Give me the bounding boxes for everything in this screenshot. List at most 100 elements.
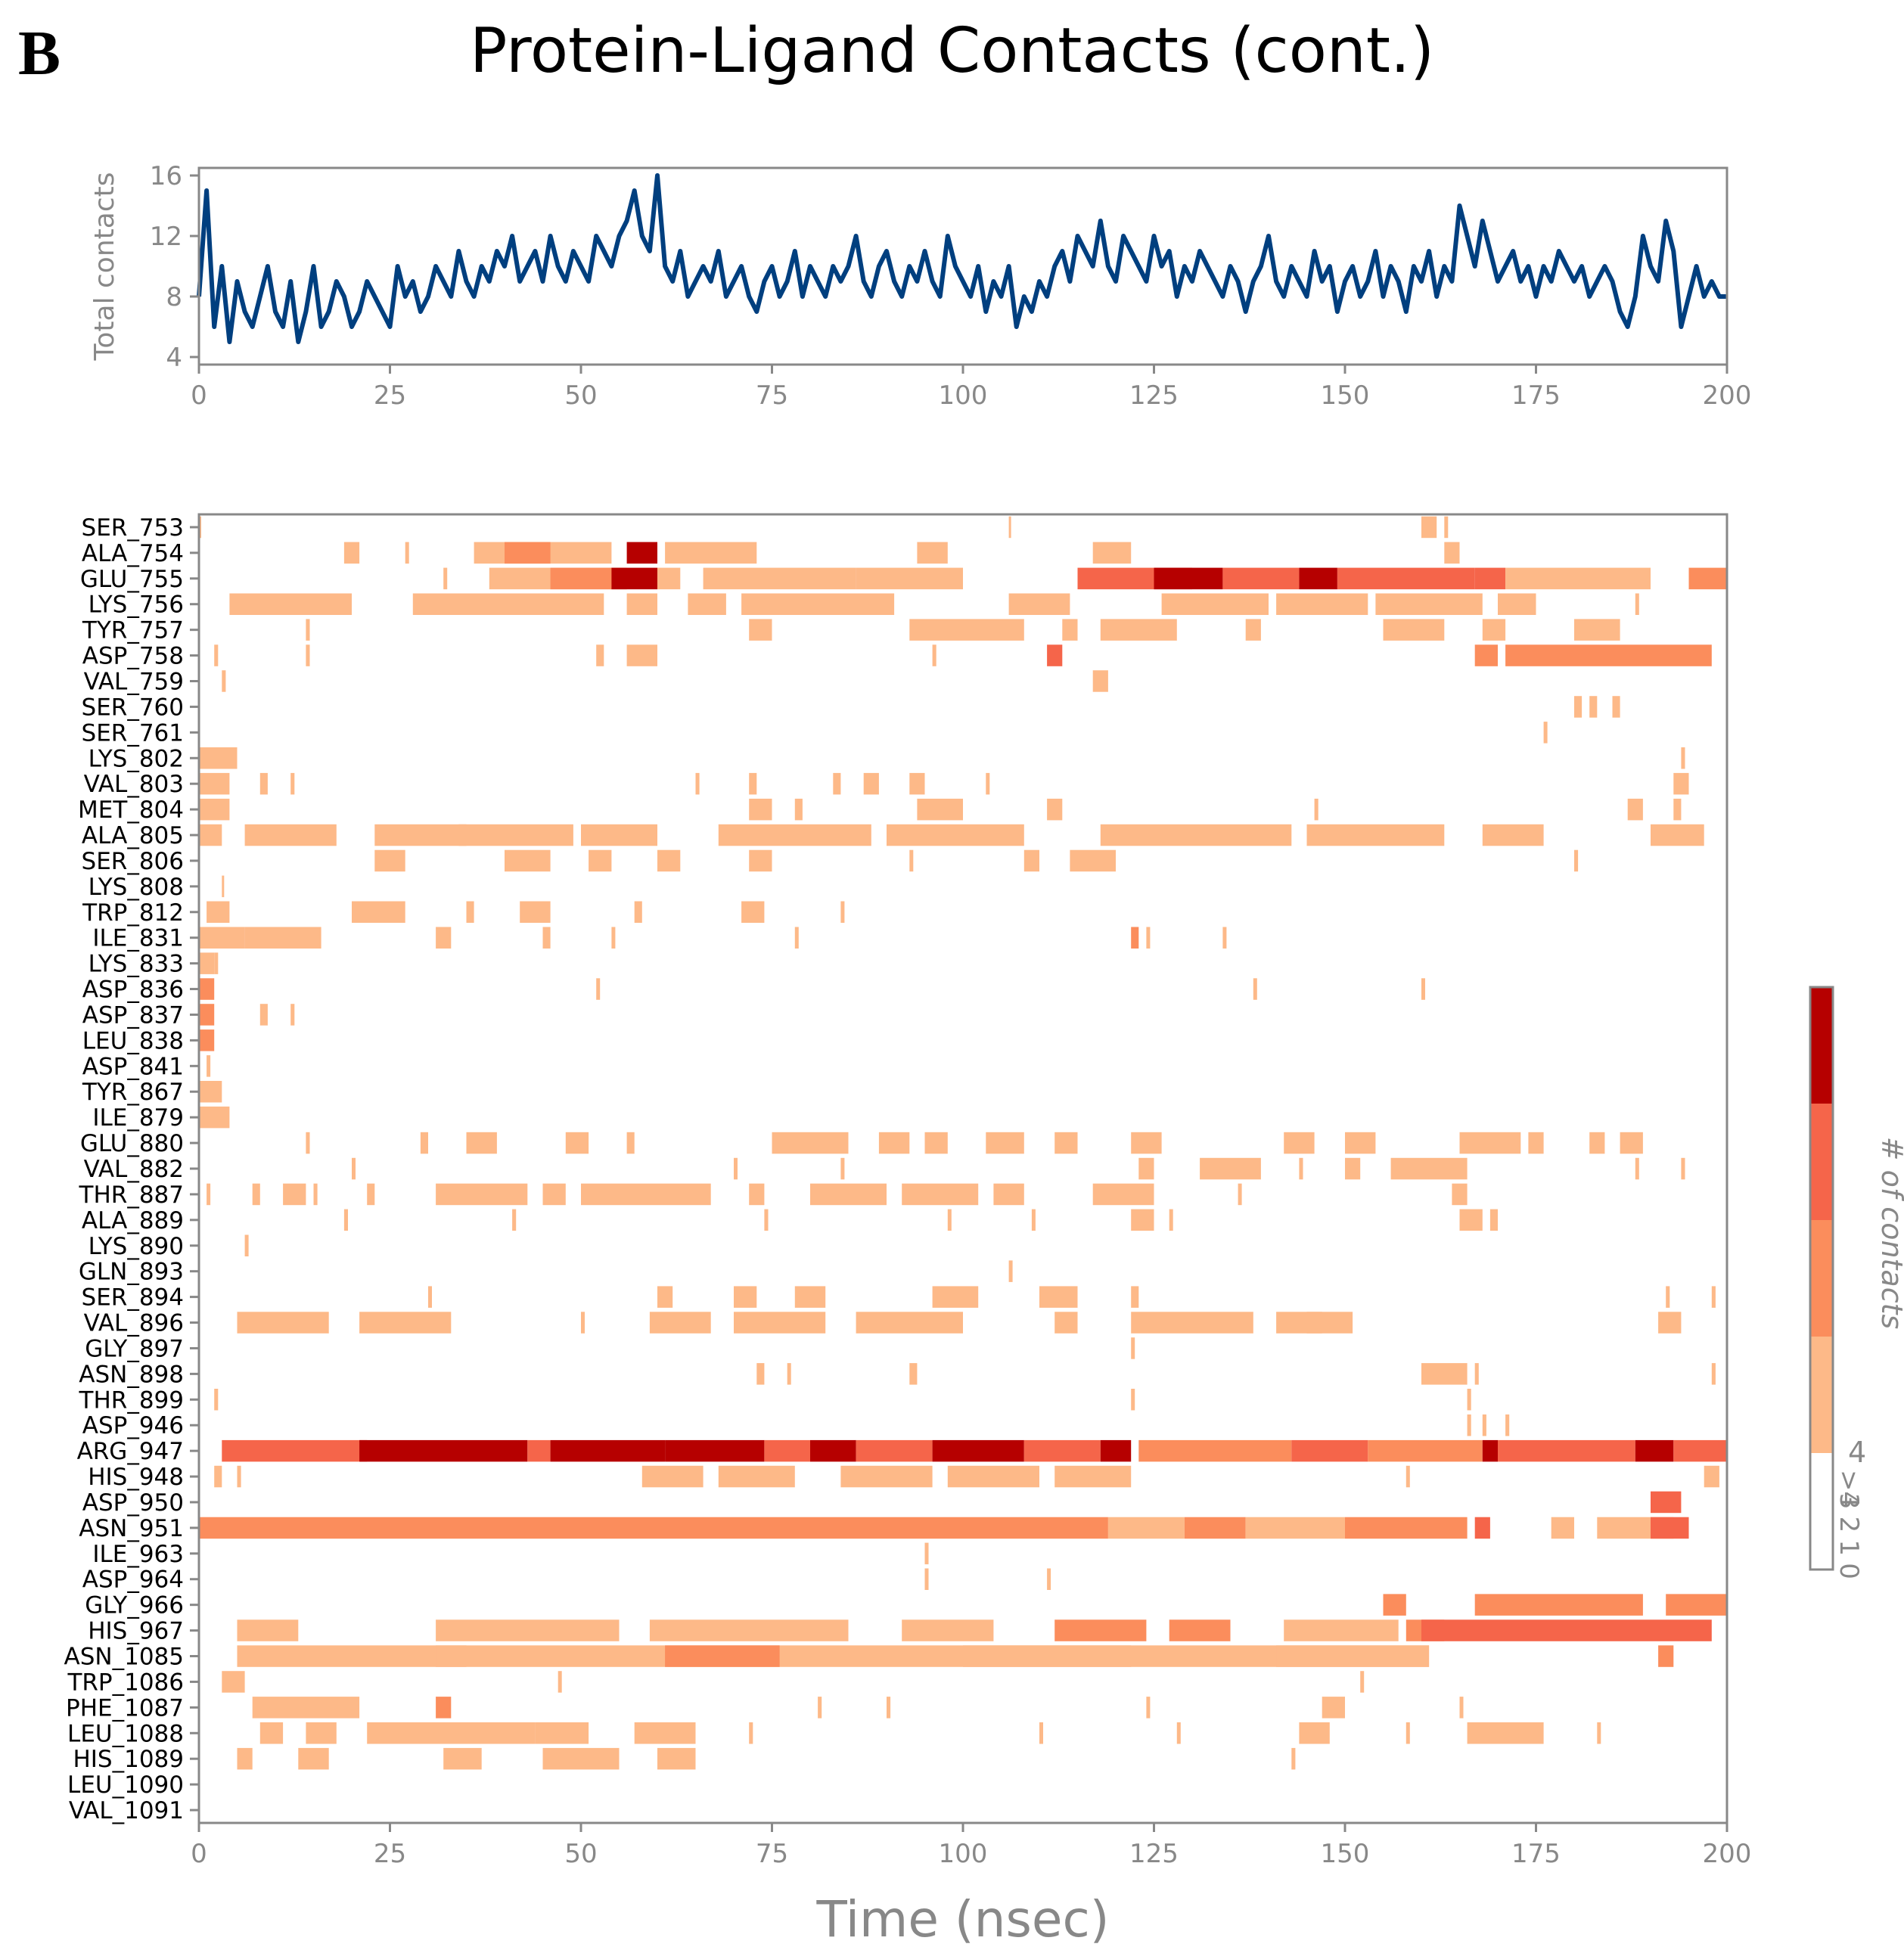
contact-cell [412,593,489,615]
contact-cell [1383,1594,1406,1616]
residue-label: LEU_1090 [67,1771,184,1799]
contact-cell [1299,1157,1303,1180]
contact-cell [1666,1594,1727,1616]
contact-cell [611,927,616,949]
residue-label: VAL_803 [84,771,184,798]
contact-cell [237,1619,299,1641]
contact-cell [1452,1183,1468,1206]
x-tick-label: 25 [374,380,406,411]
x-tick-label: 175 [1511,380,1561,411]
contact-cell [222,1439,368,1462]
contact-cell [199,1004,215,1026]
contact-cell [634,901,642,923]
contact-cell [199,798,230,821]
contact-cell [833,772,841,795]
contact-cell [924,1542,929,1565]
contact-cell [1482,824,1544,846]
contact-cell [283,1183,306,1206]
contact-cell [581,824,657,846]
contact-cell [1062,619,1078,641]
contact-cell [428,1286,432,1308]
contact-cell [993,1183,1024,1206]
contact-cell [1627,798,1643,821]
contact-cell [1505,1414,1510,1436]
residue-label: ALA_805 [82,822,184,849]
contact-cell [466,1132,497,1154]
colorbar-segment [1810,1104,1833,1220]
contact-cell [1276,593,1368,615]
contact-cell [1390,1157,1468,1180]
contact-cell [1597,1722,1601,1744]
contact-cell [1651,1517,1689,1539]
contact-cell [665,1439,765,1462]
colorbar-tick-label: 4 [1848,1436,1866,1469]
contact-cell [199,978,215,1000]
contact-cell [1092,1183,1154,1206]
contact-cell [1651,1491,1682,1514]
contact-cell [436,1183,528,1206]
contact-cell [1146,927,1151,949]
total-contacts-line [197,173,1727,344]
contact-cell [947,1209,952,1231]
contact-cell [1169,1209,1173,1231]
residue-label: ALA_754 [82,540,184,567]
residue-label: GLN_893 [79,1259,184,1286]
contact-cell [565,1132,589,1154]
contact-cell [1612,696,1620,718]
contact-cell [1245,619,1261,641]
contact-cell [581,1312,585,1334]
contact-cell [1474,1517,1490,1539]
contact-cell [810,1183,887,1206]
contact-cell [924,1568,929,1590]
contact-cell [259,1722,284,1744]
total-contacts-plot: 0 25 50 75 100 125 150 175 200 4 8 12 16 Total contac… [89,161,1751,411]
contact-cell [963,1645,1132,1667]
residue-label: LYS_833 [89,951,184,978]
contact-cell [1047,798,1063,821]
residue-label: GLU_880 [80,1130,184,1157]
contact-cell [749,619,772,641]
residue-label: SER_806 [82,848,184,875]
contact-cell [1138,1439,1292,1462]
residue-label: LYS_890 [89,1233,184,1260]
residue-label: TYR_757 [82,617,184,644]
residue-label: ARG_947 [77,1438,184,1465]
contact-cell [1299,1722,1330,1744]
x-tick-label: 200 [1703,380,1752,411]
contact-cell [657,567,681,590]
contact-cell [199,1081,222,1103]
contact-cell [818,1697,822,1719]
contact-cell [1253,978,1257,1000]
residue-label: ASN_898 [79,1361,184,1388]
contact-cell [932,1286,979,1308]
contact-cell [909,619,1024,641]
contact-cell [214,644,219,666]
contact-cell [199,1517,428,1539]
contact-cell [1383,619,1445,641]
contact-cell [657,1286,673,1308]
contact-cell [649,1312,711,1334]
contact-cell [887,1697,891,1719]
contact-cell [863,772,879,795]
contact-cell [237,1312,329,1334]
contact-cell [749,1722,753,1744]
contact-cell [237,1645,467,1667]
contact-cell [1023,1439,1101,1462]
x-axis-title: Time (nsec) [815,1890,1109,1948]
residue-label: ASP_946 [82,1412,184,1439]
contact-cell [1459,1697,1464,1719]
x-tick-label: 0 [191,1839,207,1869]
contact-cell [520,901,551,923]
contact-cell [466,901,474,923]
residue-label: SER_760 [82,694,184,721]
contact-cell [207,901,230,923]
contact-cell [1551,1517,1574,1539]
contact-cell [1008,593,1070,615]
colorbar-title: # of contacts [1875,1137,1904,1330]
contact-cell [665,1645,780,1667]
contact-cell [436,927,452,949]
contact-cell [695,772,700,795]
colorbar-tick-label: 1 [1834,1539,1864,1556]
contact-cell [1421,1363,1468,1385]
contact-cell [1070,849,1116,872]
